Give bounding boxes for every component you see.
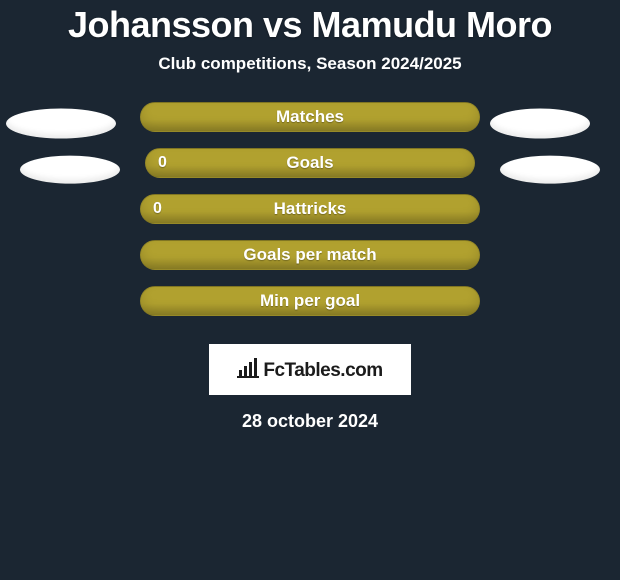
stat-row: Matches — [0, 102, 620, 148]
logo-text: FcTables.com — [263, 360, 382, 382]
stat-bar: 0 Hattricks — [140, 194, 480, 224]
left-player-ellipse — [20, 156, 120, 184]
stat-label: Goals per match — [243, 245, 376, 265]
comparison-infographic: Johansson vs Mamudu Moro Club competitio… — [0, 0, 620, 432]
stat-bar: Matches — [140, 102, 480, 132]
stat-label: Goals — [286, 153, 333, 173]
stat-row: Goals per match — [0, 240, 620, 286]
right-player-ellipse — [490, 109, 590, 139]
stat-bar: Goals per match — [140, 240, 480, 270]
stat-row: Min per goal — [0, 286, 620, 332]
left-player-ellipse — [6, 109, 116, 139]
stat-label: Hattricks — [274, 199, 347, 219]
logo-chart-icon — [237, 358, 259, 383]
footer-date: 28 october 2024 — [0, 411, 620, 432]
stat-bar: Min per goal — [140, 286, 480, 316]
stat-rows: Matches 0 Goals 0 Hattricks Goals per match Mi… — [0, 102, 620, 332]
logo-box: FcTables.com — [209, 344, 410, 395]
stat-row: 0 Hattricks — [0, 194, 620, 240]
stat-label: Matches — [276, 107, 344, 127]
stat-bar: 0 Goals — [145, 148, 475, 178]
stat-left-value: 0 — [153, 200, 162, 218]
stat-row: 0 Goals — [0, 148, 620, 194]
page-subtitle: Club competitions, Season 2024/2025 — [0, 54, 620, 102]
stat-label: Min per goal — [260, 291, 360, 311]
page-title: Johansson vs Mamudu Moro — [0, 0, 620, 54]
stat-left-value: 0 — [158, 154, 167, 172]
right-player-ellipse — [500, 156, 600, 184]
